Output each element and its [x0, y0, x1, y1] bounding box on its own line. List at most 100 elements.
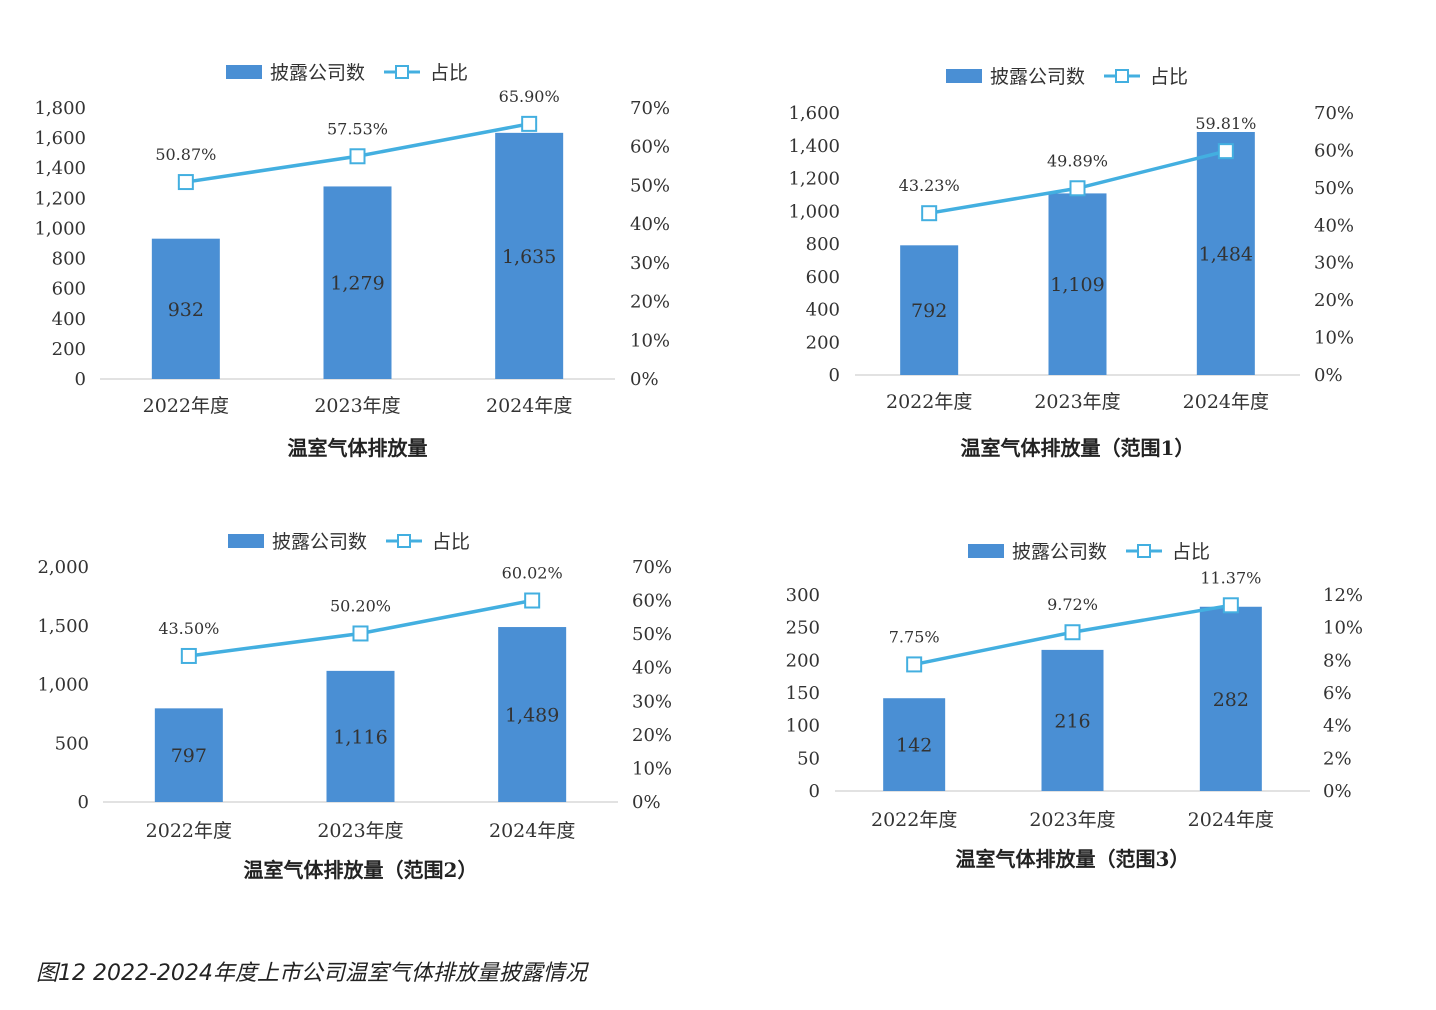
y-tick-label: 1,400	[788, 136, 840, 157]
x-category-label: 2023年度	[314, 395, 400, 417]
y2-tick-label: 70%	[632, 557, 672, 578]
bar-value-label: 142	[896, 735, 932, 757]
legend-line-label: 占比	[430, 62, 468, 84]
y-tick-label: 1,200	[34, 188, 86, 209]
chart-ghg-scope2: 披露公司数 占比 0 500 1,000 1,500 2,000 0% 10% 20% 30% 40%…	[37, 531, 672, 882]
y-tick-label: 0	[829, 365, 840, 386]
bar	[151, 238, 220, 379]
legend-bar-label: 披露公司数	[272, 531, 367, 553]
x-category-label: 2024年度	[489, 820, 575, 842]
line-value-label: 57.53%	[327, 119, 388, 138]
line-value-label: 50.20%	[330, 596, 391, 615]
bar	[498, 627, 567, 802]
line-value-label: 49.89%	[1047, 151, 1108, 170]
line-value-label: 11.37%	[1200, 568, 1261, 587]
y2-tick-label: 60%	[632, 591, 672, 612]
x-category-label: 2022年度	[143, 395, 229, 417]
bar-value-label: 792	[911, 300, 947, 322]
y-tick-label: 1,000	[34, 218, 86, 239]
bar	[154, 708, 223, 802]
y2-tick-label: 30%	[1314, 253, 1354, 274]
bar-value-label: 1,279	[330, 273, 384, 295]
y2-tick-label: 40%	[632, 658, 672, 679]
bar	[1048, 193, 1107, 375]
legend-bar-label: 披露公司数	[270, 62, 365, 84]
line-value-label: 43.50%	[158, 619, 219, 638]
y-tick-label: 2,000	[37, 557, 89, 578]
chart-ghg-scope1: 披露公司数 占比 0 200 400 600 800 1,000 1,200 1,400 1,600…	[788, 66, 1354, 460]
y-tick-label: 1,600	[34, 128, 86, 149]
y-tick-label: 1,500	[37, 616, 89, 637]
chart-title: 温室气体排放量（范围3）	[956, 847, 1190, 871]
y2-tick-label: 0%	[630, 369, 659, 390]
y-tick-label: 50	[797, 748, 820, 769]
legend-line-label: 占比	[1150, 66, 1188, 88]
line-point	[180, 647, 197, 664]
y-tick-label: 200	[786, 650, 820, 671]
line-value-label: 60.02%	[502, 564, 563, 583]
y2-tick-label: 50%	[632, 624, 672, 645]
line-point	[921, 205, 938, 222]
y2-tick-label: 50%	[1314, 178, 1354, 199]
legend-line-marker	[397, 534, 411, 548]
bar-value-label: 1,109	[1050, 274, 1104, 296]
y2-tick-label: 20%	[632, 725, 672, 746]
y2-tick-label: 0%	[632, 792, 661, 813]
x-category-label: 2024年度	[1188, 809, 1274, 831]
y-tick-label: 0	[78, 792, 89, 813]
bar-value-label: 1,116	[333, 726, 387, 748]
y2-tick-label: 8%	[1323, 650, 1352, 671]
y-tick-label: 250	[786, 618, 820, 639]
y2-tick-label: 0%	[1314, 365, 1343, 386]
legend-bar-swatch	[228, 534, 264, 548]
y2-tick-label: 0%	[1323, 781, 1352, 802]
chart-title: 温室气体排放量	[288, 436, 428, 460]
y2-tick-label: 10%	[632, 758, 672, 779]
y2-tick-label: 70%	[1314, 103, 1354, 124]
x-category-label: 2024年度	[486, 395, 572, 417]
y2-tick-label: 70%	[630, 98, 670, 119]
line-point	[524, 592, 541, 609]
y-tick-label: 1,000	[788, 201, 840, 222]
line-value-label: 43.23%	[899, 176, 960, 195]
y-tick-label: 100	[786, 716, 820, 737]
y2-tick-label: 40%	[1314, 215, 1354, 236]
y-tick-label: 600	[806, 267, 840, 288]
chart-title: 温室气体排放量（范围1）	[961, 436, 1195, 460]
bar	[326, 670, 395, 802]
bar	[323, 186, 392, 379]
y-tick-label: 1,800	[34, 98, 86, 119]
y-tick-label: 400	[806, 300, 840, 321]
y-tick-label: 150	[786, 683, 820, 704]
x-category-label: 2024年度	[1183, 391, 1269, 413]
bar	[1041, 649, 1104, 791]
line-point	[521, 115, 538, 132]
chart-ghg-total: 披露公司数 占比 0 200 400 600 800 1,000 1,200 1,400 1,600…	[34, 62, 670, 460]
legend-bar-swatch	[226, 65, 262, 79]
y-tick-label: 200	[52, 339, 86, 360]
legend-line-label: 占比	[432, 531, 470, 553]
x-category-label: 2023年度	[1029, 809, 1115, 831]
line-value-label: 65.90%	[499, 87, 560, 106]
legend-bar-swatch	[968, 544, 1004, 558]
x-category-label: 2023年度	[317, 820, 403, 842]
y2-tick-label: 20%	[630, 292, 670, 313]
y-tick-label: 1,200	[788, 169, 840, 190]
y2-tick-label: 20%	[1314, 290, 1354, 311]
line-point	[1217, 143, 1234, 160]
y2-tick-label: 60%	[1314, 140, 1354, 161]
line-value-label: 7.75%	[889, 627, 940, 646]
legend-line-marker	[1115, 69, 1129, 83]
bar-value-label: 282	[1213, 689, 1249, 711]
bar-value-label: 797	[171, 745, 207, 767]
y-tick-label: 0	[809, 781, 820, 802]
bar-value-label: 1,489	[505, 705, 559, 727]
y2-tick-label: 6%	[1323, 683, 1352, 704]
line-point	[352, 625, 369, 642]
line-point	[1064, 624, 1081, 641]
figure-caption: 图12 2022-2024年度上市公司温室气体排放量披露情况	[36, 961, 587, 986]
y-tick-label: 500	[55, 733, 89, 754]
legend-line-marker	[1137, 544, 1151, 558]
legend-bar-swatch	[946, 69, 982, 83]
y-tick-label: 0	[75, 369, 86, 390]
